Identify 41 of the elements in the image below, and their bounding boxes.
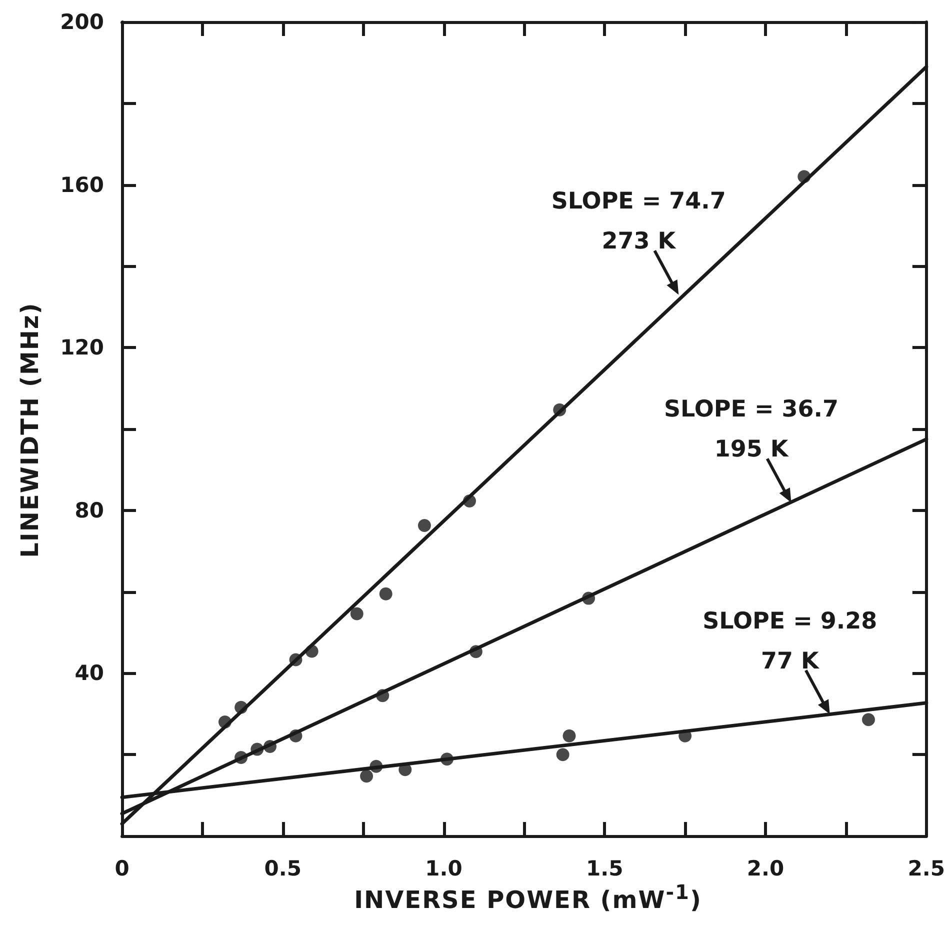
x-tick-label: 1.5 bbox=[586, 856, 624, 880]
x-tick-label: 2.5 bbox=[908, 856, 945, 880]
x-tick-label: 1.0 bbox=[425, 856, 462, 880]
x-tick-label: 0 bbox=[114, 856, 130, 880]
annotation: SLOPE = 74.7 273 K bbox=[551, 188, 726, 255]
y-tick-label: 40 bbox=[74, 661, 104, 686]
point bbox=[418, 518, 431, 532]
point bbox=[250, 742, 264, 756]
point bbox=[305, 644, 318, 658]
point bbox=[234, 700, 248, 714]
point bbox=[376, 689, 390, 702]
y-tick-label: 160 bbox=[60, 172, 104, 197]
x-axis-title: INVERSE POWER (mW$^{-1}$) bbox=[353, 880, 703, 914]
y-tick-label: 120 bbox=[60, 336, 104, 360]
point bbox=[556, 748, 570, 762]
y-tick-label: 200 bbox=[60, 10, 104, 34]
point bbox=[234, 750, 248, 764]
point bbox=[379, 587, 392, 600]
point bbox=[440, 752, 454, 766]
point bbox=[398, 763, 412, 776]
point bbox=[370, 760, 383, 773]
point bbox=[264, 740, 277, 753]
x-tick-label: 0.5 bbox=[264, 856, 302, 880]
point bbox=[289, 729, 302, 742]
annotation: SLOPE = 36.7 195 K bbox=[664, 396, 839, 463]
point bbox=[463, 494, 476, 508]
point bbox=[289, 653, 302, 666]
y-tick-label: 80 bbox=[74, 498, 104, 522]
annotation: SLOPE = 9.28 77 K bbox=[702, 608, 878, 674]
point bbox=[582, 592, 596, 605]
point bbox=[360, 770, 374, 783]
point bbox=[553, 403, 566, 416]
y-axis-title: LINEWIDTH (MHz) bbox=[16, 302, 44, 558]
point bbox=[562, 729, 576, 742]
point bbox=[350, 607, 364, 620]
point bbox=[862, 713, 875, 726]
x-tick-label: 2.0 bbox=[746, 856, 784, 880]
point bbox=[218, 716, 232, 729]
point bbox=[678, 729, 692, 742]
point bbox=[798, 170, 811, 184]
point bbox=[469, 645, 482, 658]
